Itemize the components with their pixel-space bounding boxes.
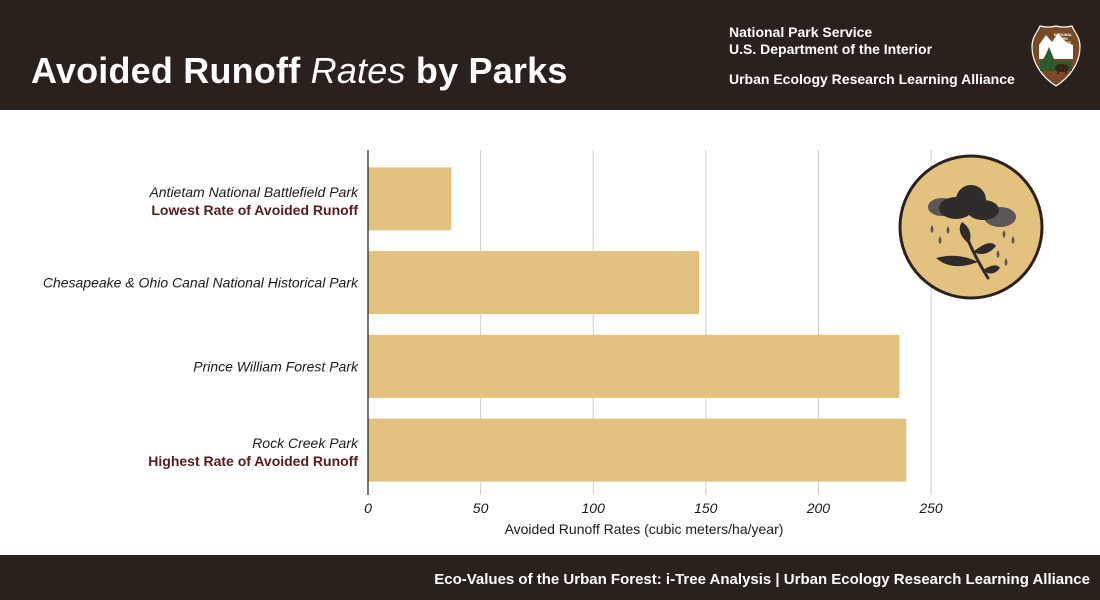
footer-banner: Eco-Values of the Urban Forest: i-Tree A… — [0, 555, 1100, 600]
x-tick-label: 150 — [694, 500, 718, 516]
category-note: Lowest Rate of Avoided Runoff — [151, 202, 358, 218]
logo-text-2: PARK — [1058, 37, 1068, 41]
category-label: Antietam National Battlefield Park — [148, 184, 359, 200]
agency-block: National Park Service U.S. Department of… — [729, 24, 932, 58]
title-part-2: by Parks — [405, 50, 568, 91]
category-label: Prince William Forest Park — [193, 358, 359, 374]
bar — [368, 334, 900, 398]
logo-text-1: NATIONAL — [1054, 33, 1073, 37]
x-tick-label: 0 — [364, 500, 372, 516]
logo-text-3: SERVICE — [1055, 41, 1071, 45]
category-note: Highest Rate of Avoided Runoff — [148, 453, 358, 469]
header-banner: Avoided Runoff Rates by Parks National P… — [0, 0, 1100, 110]
storm-cloud-rain-plant-icon — [898, 154, 1044, 300]
bar — [368, 251, 700, 315]
nps-arrowhead-logo-icon: NATIONAL PARK SERVICE — [1031, 25, 1081, 87]
x-tick-label: 50 — [473, 500, 489, 516]
x-axis-title: Avoided Runoff Rates (cubic meters/ha/ye… — [505, 521, 784, 537]
bar — [368, 167, 452, 231]
category-label: Chesapeake & Ohio Canal National Histori… — [43, 275, 359, 291]
page-title: Avoided Runoff Rates by Parks — [31, 50, 568, 92]
category-label: Rock Creek Park — [252, 435, 359, 451]
bars — [368, 167, 907, 482]
x-tick-label: 200 — [806, 500, 831, 516]
x-tick-label: 250 — [918, 500, 943, 516]
department-name: U.S. Department of the Interior — [729, 41, 933, 57]
title-italic: Rates — [310, 50, 406, 91]
x-tick-labels: 0 50 100 150 200 250 — [364, 500, 943, 516]
alliance-name: Urban Ecology Research Learning Alliance — [729, 71, 1015, 87]
agency-name: National Park Service — [729, 24, 873, 40]
category-labels: Antietam National Battlefield Park Lowest… — [43, 184, 359, 469]
x-tick-label: 100 — [582, 500, 606, 516]
bar — [368, 418, 907, 482]
footer-text: Eco-Values of the Urban Forest: i-Tree A… — [434, 571, 1090, 588]
title-part-1: Avoided Runoff — [31, 50, 311, 91]
